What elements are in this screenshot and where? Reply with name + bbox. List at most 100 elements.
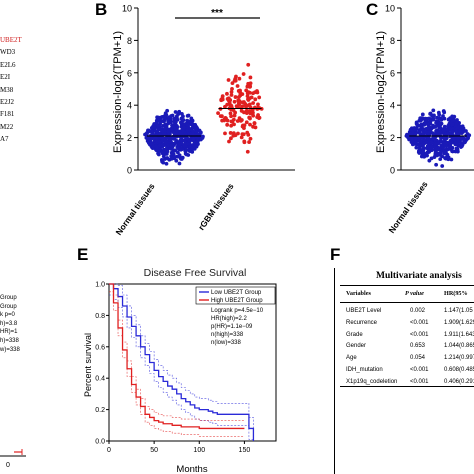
panel-b-xlabel-normal: Normal tissues <box>113 181 156 236</box>
panel-f-header-variables: Variables <box>346 290 371 297</box>
data-point <box>229 89 234 94</box>
data-point <box>414 145 419 150</box>
data-point <box>225 122 230 127</box>
data-point <box>177 161 182 166</box>
data-point <box>151 145 156 150</box>
panel-f-title: Multivariate analysis <box>376 271 462 281</box>
data-point <box>440 164 445 168</box>
data-point <box>452 134 457 139</box>
x-tick-label: 150 <box>239 447 251 454</box>
data-point <box>456 135 460 140</box>
data-point <box>194 126 199 131</box>
panel-f-cell-hr: 1.909(1.629 <box>444 319 474 326</box>
data-point <box>444 127 449 132</box>
data-point <box>228 111 233 116</box>
y-tick-label: 2 <box>127 133 132 143</box>
data-point <box>156 115 161 120</box>
data-point <box>449 157 454 162</box>
data-point <box>245 94 250 99</box>
data-point <box>408 127 413 132</box>
panel-f-cell-p: <0.001 <box>410 331 429 338</box>
data-point <box>228 131 233 135</box>
data-point <box>193 122 198 127</box>
data-point <box>431 116 436 121</box>
data-point <box>189 116 194 121</box>
y-tick-label: 0.0 <box>95 439 105 446</box>
data-point <box>200 136 205 140</box>
data-point <box>248 116 252 121</box>
panel-b-points <box>143 62 264 166</box>
data-point <box>229 114 233 119</box>
data-point <box>233 95 238 99</box>
y-tick-label: 0 <box>390 166 395 176</box>
data-point <box>191 137 196 142</box>
data-point <box>163 157 167 161</box>
data-point <box>180 127 185 132</box>
panel-letter-c: C <box>366 0 379 19</box>
data-point <box>175 128 179 133</box>
data-point <box>157 127 161 132</box>
panel-c-xlabel-normal: Normal tissues <box>386 179 429 235</box>
data-point <box>238 88 242 93</box>
data-point <box>251 101 256 105</box>
data-point <box>235 84 240 88</box>
data-point <box>454 146 459 151</box>
data-point <box>173 116 178 121</box>
panel-letter-e: E <box>77 245 89 264</box>
panel-f-cell-p: 0.653 <box>410 343 426 350</box>
data-point <box>233 110 238 115</box>
panel-f-cell-p: 0.054 <box>410 355 426 362</box>
x-tick-label: 100 <box>193 447 205 454</box>
panel-f-header-hr: HR(95% <box>444 290 468 297</box>
data-point <box>227 139 231 144</box>
data-point <box>239 109 244 113</box>
panel-f-header-rule <box>340 302 474 303</box>
data-point <box>188 127 193 132</box>
panel-a-legend-line: w)=338 <box>0 346 20 353</box>
panel-f-top-rule <box>340 285 474 286</box>
data-point <box>248 81 253 86</box>
panel-f-cell-variable: Age <box>346 355 357 362</box>
data-point <box>419 122 424 127</box>
data-point <box>177 153 182 158</box>
data-point <box>462 136 466 141</box>
data-point <box>216 111 220 116</box>
data-point <box>423 130 428 135</box>
data-point <box>467 133 472 138</box>
data-point <box>417 118 422 123</box>
data-point <box>185 118 190 123</box>
data-point <box>441 114 445 118</box>
data-point <box>170 144 175 149</box>
panel-f-cell-variable: UBE2T Level <box>346 308 382 314</box>
data-point <box>417 142 422 147</box>
panel-f-bottom-rule <box>340 386 474 387</box>
data-point <box>184 147 189 152</box>
gene-item: M38 <box>0 85 14 94</box>
survival-curve <box>109 283 245 430</box>
data-point <box>442 110 447 115</box>
data-point <box>162 148 167 153</box>
data-point <box>435 115 439 120</box>
data-point <box>245 149 250 154</box>
data-point <box>438 157 443 162</box>
data-point <box>240 124 245 129</box>
data-point <box>427 125 432 129</box>
panel-e-stat: Logrank p=4.5e−10 <box>211 308 264 314</box>
data-point <box>189 146 194 151</box>
panel-b-significance: *** <box>211 8 223 19</box>
data-point <box>410 139 415 143</box>
data-point <box>187 148 192 153</box>
data-point <box>240 100 245 105</box>
data-point <box>152 122 157 126</box>
data-point <box>420 143 425 147</box>
y-tick-label: 1.0 <box>95 282 105 289</box>
data-point <box>459 130 463 134</box>
data-point <box>413 127 417 132</box>
panel-e-legend-low: Low UBE2T Group <box>211 290 262 296</box>
data-point <box>242 140 247 145</box>
data-point <box>446 131 450 136</box>
data-point <box>231 117 236 122</box>
data-point <box>180 147 184 151</box>
panel-f-cell-variable: IDH_mutation <box>346 367 383 373</box>
data-point <box>189 122 194 126</box>
